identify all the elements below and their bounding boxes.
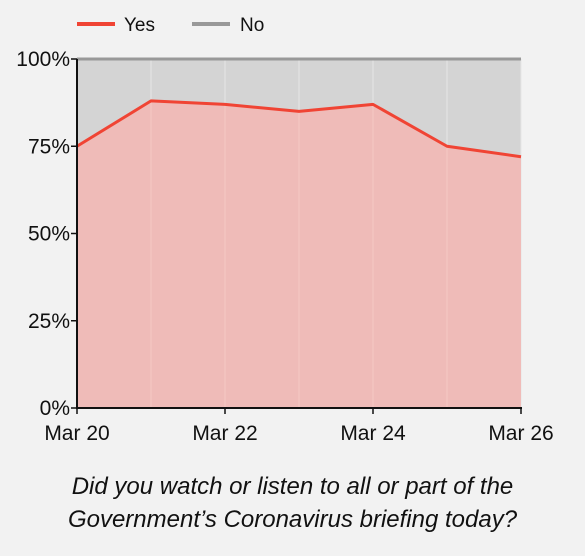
caption-line-1: Did you watch or listen to all or part o… [71,473,514,500]
chart-caption: Did you watch or listen to all or part o… [0,470,585,536]
y-tick-label-5: 100% [16,48,70,71]
x-tick-label-2: Mar 22 [192,422,257,445]
x-tick-label-1: Mar 20 [44,422,109,445]
y-tick-label-3: 50% [28,223,70,246]
legend-no-label: No [240,15,264,36]
yes-line [76,99,522,159]
y-tick-label-1: 0% [40,397,70,420]
y-tick-label-4: 75% [28,135,70,158]
x-tick-label-3: Mar 24 [340,422,406,445]
y-tick-label-2: 25% [28,310,70,333]
x-tick-label-4: Mar 26 [488,422,553,445]
legend-yes-label: Yes [124,15,155,36]
caption-line-2: Government’s Coronavirus briefing today? [67,506,518,533]
